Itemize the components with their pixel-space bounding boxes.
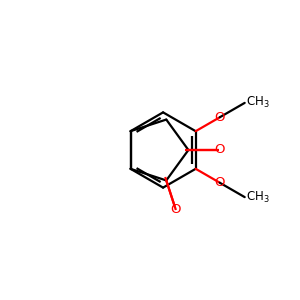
Text: CH$_3$: CH$_3$ — [246, 95, 270, 110]
Text: CH$_3$: CH$_3$ — [246, 190, 270, 205]
Text: O: O — [214, 111, 225, 124]
Text: O: O — [171, 203, 181, 217]
Text: O: O — [214, 176, 225, 189]
Text: O: O — [214, 143, 225, 157]
